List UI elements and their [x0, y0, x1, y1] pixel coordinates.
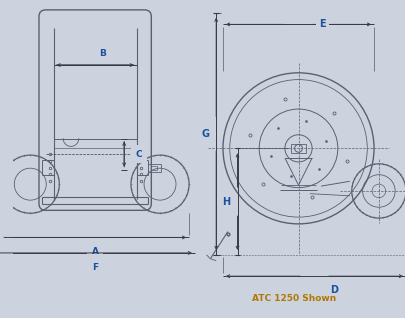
Text: F: F	[92, 263, 98, 272]
Bar	[290, 143, 305, 153]
Bar	[151, 166, 157, 169]
Text: A: A	[92, 247, 98, 256]
Text: H: H	[222, 197, 230, 207]
Text: E: E	[319, 19, 325, 29]
Text: C: C	[136, 150, 142, 159]
Text: G: G	[201, 129, 209, 139]
Text: D: D	[329, 285, 337, 295]
Text: ATC 1250 Shown: ATC 1250 Shown	[251, 294, 335, 303]
Text: B: B	[99, 49, 106, 58]
